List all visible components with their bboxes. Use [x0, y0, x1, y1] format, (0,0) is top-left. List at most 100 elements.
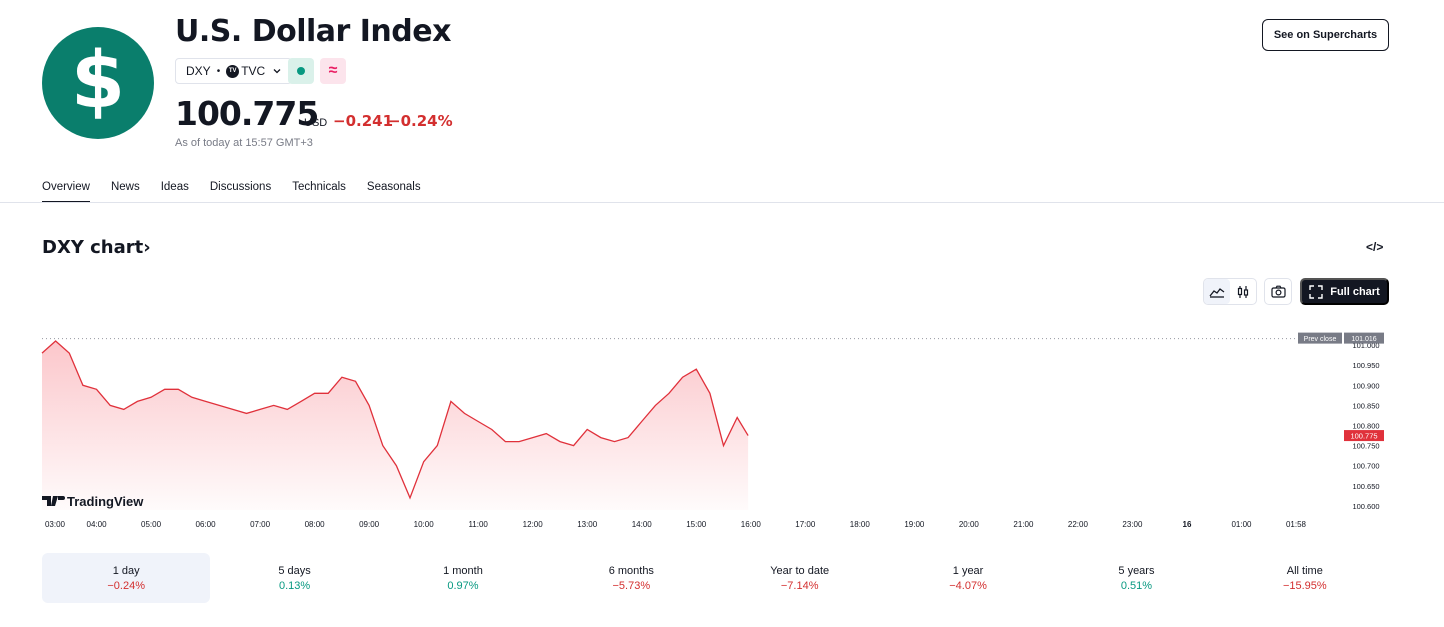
- prev-close-label: Prev close: [1304, 336, 1337, 343]
- x-tick-label: 17:00: [795, 520, 816, 529]
- embed-code-icon[interactable]: </>: [1366, 240, 1384, 254]
- x-tick-label: 16: [1183, 520, 1192, 529]
- market-open-badge[interactable]: [288, 58, 314, 84]
- tab-discussions[interactable]: Discussions: [209, 181, 272, 193]
- y-tick-label: 100.850: [1352, 401, 1379, 410]
- last-price-tag: 100.775: [1344, 430, 1384, 442]
- period-change: 0.97%: [447, 579, 479, 592]
- y-tick-label: 100.600: [1352, 502, 1379, 511]
- period-5-days[interactable]: 5 days 0.13%: [210, 553, 378, 603]
- x-tick-label: 04:00: [87, 520, 108, 529]
- tradingview-icon: TV: [226, 64, 240, 78]
- tab-ideas[interactable]: Ideas: [160, 181, 189, 193]
- y-tick-label: 100.650: [1352, 482, 1379, 491]
- period-label: 5 years: [1118, 564, 1155, 577]
- y-tick-label: 100.800: [1352, 422, 1379, 431]
- data-delay-badge[interactable]: ≈: [320, 58, 346, 84]
- chevron-right-icon: ›: [143, 237, 151, 258]
- dollar-icon: $: [70, 36, 126, 126]
- y-axis: 101.000100.950100.900100.850100.800100.7…: [1352, 341, 1379, 511]
- tab-seasonals[interactable]: Seasonals: [366, 181, 421, 193]
- price-area: [42, 341, 749, 510]
- dxy-logo: $: [42, 27, 154, 139]
- symbol-label: DXY: [186, 64, 211, 78]
- x-tick-label: 23:00: [1122, 520, 1143, 529]
- period-1-day[interactable]: 1 day −0.24%: [42, 553, 211, 603]
- prev-close-value: 101.016: [1351, 336, 1376, 343]
- period-change: −4.07%: [949, 579, 987, 592]
- y-tick-label: 100.700: [1352, 462, 1379, 471]
- period-year-to-date[interactable]: Year to date −7.14%: [716, 553, 884, 603]
- as-of-timestamp: As of today at 15:57 GMT+3: [175, 137, 313, 149]
- period-change: −0.24%: [107, 579, 145, 592]
- chevron-down-icon: [273, 66, 281, 77]
- see-on-supercharts-button[interactable]: See on Supercharts: [1262, 19, 1389, 51]
- period-1-month[interactable]: 1 month 0.97%: [379, 553, 547, 603]
- x-tick-label: 07:00: [250, 520, 271, 529]
- x-tick-label: 01:58: [1286, 520, 1307, 529]
- y-tick-label: 101.000: [1352, 341, 1379, 350]
- currency-label: USD: [304, 117, 328, 129]
- period-label: 1 day: [112, 564, 140, 577]
- x-tick-label: 13:00: [577, 520, 598, 529]
- x-tick-label: 01:00: [1231, 520, 1252, 529]
- last-price-value: 100.775: [1350, 431, 1377, 440]
- period-1-year[interactable]: 1 year −4.07%: [884, 553, 1052, 603]
- status-dot-icon: [297, 67, 305, 75]
- period-all-time[interactable]: All time −15.95%: [1221, 553, 1389, 603]
- tabs-divider: [0, 202, 1444, 203]
- exchange-label: TVC: [241, 64, 266, 78]
- chart-title-text: DXY chart: [42, 237, 144, 258]
- period-label: 5 days: [278, 564, 311, 577]
- period-label: All time: [1286, 564, 1323, 577]
- tradingview-wordmark: TradingView: [67, 494, 144, 509]
- period-5-years[interactable]: 5 years 0.51%: [1052, 553, 1220, 603]
- x-tick-label: 18:00: [850, 520, 871, 529]
- area-chart-icon[interactable]: [1204, 279, 1230, 304]
- price-change-percent: −0.24%: [388, 112, 453, 130]
- period-label: 1 month: [443, 564, 483, 577]
- x-tick-label: 06:00: [196, 520, 217, 529]
- tab-technicals[interactable]: Technicals: [292, 181, 346, 193]
- full-chart-button[interactable]: Full chart: [1300, 278, 1389, 305]
- period-label: Year to date: [770, 564, 830, 577]
- period-label: 6 months: [608, 564, 654, 577]
- x-tick-label: 20:00: [959, 520, 980, 529]
- symbol-exchange-dropdown[interactable]: DXY • TV TVC: [175, 58, 293, 84]
- x-tick-label: 19:00: [904, 520, 925, 529]
- x-tick-label: 11:00: [468, 520, 488, 529]
- period-change: −7.14%: [780, 579, 819, 592]
- tradingview-logo-icon: [42, 496, 65, 506]
- fullscreen-icon: [1309, 284, 1323, 299]
- separator-dot: •: [216, 65, 221, 77]
- period-change: −5.73%: [612, 579, 651, 592]
- tab-news[interactable]: News: [110, 181, 140, 193]
- tab-overview[interactable]: Overview: [42, 181, 90, 203]
- tab-bar: Overview News Ideas Discussions Technica…: [42, 181, 442, 203]
- chart-title-link[interactable]: DXY chart›: [42, 237, 151, 258]
- x-tick-label: 15:00: [686, 520, 707, 529]
- x-axis: 03:00 04:00 05:00 06:00 07:00 08:00 09:00 10:00…: [45, 520, 1307, 529]
- x-tick-label: 08:00: [305, 520, 326, 529]
- camera-snapshot-icon[interactable]: [1264, 278, 1292, 305]
- x-tick-label: 09:00: [359, 520, 380, 529]
- x-tick-label: 12:00: [523, 520, 544, 529]
- period-change: −15.95%: [1282, 579, 1327, 592]
- price-chart[interactable]: 101.000100.950100.900100.850100.800100.7…: [0, 310, 1444, 540]
- current-price: 100.775: [175, 94, 319, 133]
- period-6-months[interactable]: 6 months −5.73%: [547, 553, 715, 603]
- candlestick-icon[interactable]: [1230, 279, 1256, 304]
- tradingview-watermark: TradingView: [42, 494, 144, 509]
- x-tick-label: 10:00: [414, 520, 435, 529]
- page-title: U.S. Dollar Index: [175, 14, 451, 49]
- prev-close-tag: Prev close 101.016: [1298, 332, 1384, 344]
- x-tick-label: 16:00: [741, 520, 762, 529]
- period-label: 1 year: [952, 564, 984, 577]
- x-tick-label: 14:00: [632, 520, 653, 529]
- period-performance-bar: 1 day −0.24% 5 days 0.13% 1 month 0.97% …: [42, 553, 1389, 603]
- price-change: −0.241: [333, 112, 394, 130]
- chart-style-toggle: [1203, 278, 1257, 305]
- y-tick-label: 100.750: [1352, 442, 1379, 451]
- full-chart-label: Full chart: [1330, 285, 1380, 298]
- x-tick-label: 21:00: [1013, 520, 1034, 529]
